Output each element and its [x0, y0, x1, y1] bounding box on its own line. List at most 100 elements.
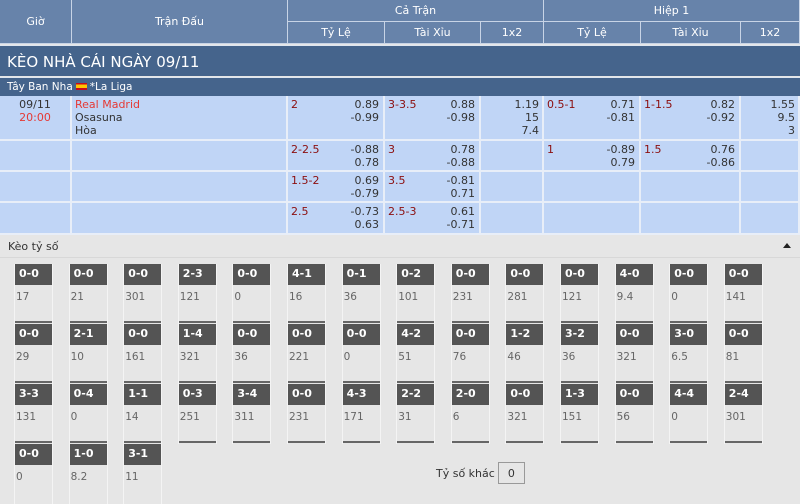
h1-1x2-cell: 1.55 9.5 3 — [741, 96, 800, 139]
score-tile[interactable]: 0-0 321 — [505, 384, 545, 444]
h1-handicap-odd[interactable]: -0.89 — [606, 143, 635, 156]
score-tile[interactable]: 2-3 121 — [177, 264, 217, 324]
score-tile[interactable]: 1-1 14 — [123, 384, 163, 444]
score-tile[interactable]: 0-0 21 — [68, 264, 108, 324]
h1-1x2-home[interactable]: 1.55 — [770, 98, 796, 111]
score-tile[interactable]: 1-3 151 — [560, 384, 599, 444]
score-tile[interactable]: 0-0 301 — [123, 264, 163, 324]
ft-handicap-line[interactable]: 1.5-2 — [291, 174, 320, 187]
score-tile[interactable]: 3-1 11 — [123, 444, 163, 504]
score-tile[interactable]: 0-0 17 — [14, 264, 53, 324]
h1-over-under-line[interactable]: 1-1.5 — [644, 98, 673, 111]
score-tile[interactable]: 0-0 221 — [287, 324, 326, 384]
score-tile[interactable]: 4-3 171 — [341, 384, 381, 444]
ft-handicap-line[interactable]: 2.5 — [291, 205, 309, 218]
tile-divider — [724, 381, 762, 383]
ft-handicap-odd[interactable]: -0.79 — [350, 187, 379, 200]
score-tile[interactable]: 1-2 46 — [505, 324, 545, 384]
score-tile[interactable]: 0-0 76 — [450, 324, 490, 384]
score-tile[interactable]: 0-0 121 — [560, 264, 599, 324]
score-tile[interactable]: 4-0 9.4 — [614, 264, 654, 324]
score-tile[interactable]: 3-2 36 — [560, 324, 599, 384]
score-tile[interactable]: 0-0 0 — [14, 444, 53, 504]
score-tile[interactable]: 0-2 101 — [396, 264, 436, 324]
tile-divider — [124, 381, 162, 383]
score-tile[interactable]: 1-0 8.2 — [68, 444, 108, 504]
ft-over-under-odd[interactable]: 0.88 — [450, 98, 476, 111]
score-tile[interactable]: 0-0 321 — [614, 324, 654, 384]
score-tile[interactable]: 0-3 251 — [177, 384, 217, 444]
score-tile[interactable]: 4-1 16 — [287, 264, 326, 324]
h1-handicap-odd[interactable]: -0.81 — [606, 111, 635, 124]
score-tile[interactable]: 0-0 281 — [505, 264, 545, 324]
ft-handicap-odd[interactable]: -0.99 — [350, 111, 379, 124]
score-tile[interactable]: 0-0 161 — [123, 324, 163, 384]
h1-over-under-odd[interactable]: -0.92 — [706, 111, 735, 124]
h1-1x2-away[interactable]: 9.5 — [777, 111, 796, 124]
ft-over-under-odd[interactable]: 0.61 — [450, 205, 476, 218]
correct-score-header[interactable]: Kèo tỷ số — [0, 235, 800, 258]
score-tile[interactable]: 0-0 0 — [232, 264, 272, 324]
ft-1x2-away[interactable]: 15 — [525, 111, 539, 124]
h1-1x2-draw[interactable]: 3 — [788, 124, 795, 137]
score-tile[interactable]: 0-1 36 — [341, 264, 381, 324]
ft-1x2-draw[interactable]: 7.4 — [521, 124, 540, 137]
score-tile[interactable]: 1-4 321 — [177, 324, 217, 384]
score-tile[interactable]: 2-1 10 — [68, 324, 108, 384]
ft-handicap-odd[interactable]: -0.88 — [350, 143, 379, 156]
h1-handicap-line[interactable]: 1 — [547, 143, 554, 156]
ft-over-under-line[interactable]: 3.5 — [388, 174, 406, 187]
score-tile[interactable]: 3-4 311 — [232, 384, 272, 444]
score-tile[interactable]: 0-0 231 — [450, 264, 490, 324]
ft-1x2-home[interactable]: 1.19 — [514, 98, 540, 111]
score-tile[interactable]: 0-0 141 — [723, 264, 763, 324]
ft-over-under-line[interactable]: 3-3.5 — [388, 98, 417, 111]
ft-handicap-line[interactable]: 2-2.5 — [291, 143, 320, 156]
score-label: 0-0 — [561, 264, 598, 285]
ft-handicap-line[interactable]: 2 — [291, 98, 298, 111]
ft-handicap-odd[interactable]: 0.69 — [354, 174, 380, 187]
score-odd: 231 — [289, 411, 310, 423]
score-tile[interactable]: 3-0 6.5 — [669, 324, 709, 384]
header-h1-ty-le: Tỷ Lệ — [544, 22, 641, 44]
score-tile[interactable]: 4-4 0 — [669, 384, 709, 444]
ft-handicap-odd[interactable]: 0.89 — [354, 98, 380, 111]
score-tile[interactable]: 0-0 0 — [669, 264, 709, 324]
score-tile[interactable]: 3-3 131 — [14, 384, 53, 444]
score-tile[interactable]: 2-0 6 — [450, 384, 490, 444]
score-tile[interactable]: 4-2 51 — [396, 324, 436, 384]
ft-handicap-odd[interactable]: -0.73 — [350, 205, 379, 218]
ft-over-under-line[interactable]: 3 — [388, 143, 395, 156]
h1-over-under-odd[interactable]: 0.82 — [710, 98, 736, 111]
score-odd: 121 — [179, 291, 200, 303]
score-tile[interactable]: 2-2 31 — [396, 384, 436, 444]
ft-over-under-odd[interactable]: 0.71 — [450, 187, 476, 200]
ft-handicap-odd[interactable]: 0.63 — [354, 218, 380, 231]
h1-handicap-odd[interactable]: 0.79 — [610, 156, 636, 169]
ft-over-under-line[interactable]: 2.5-3 — [388, 205, 417, 218]
h1-handicap-line[interactable]: 0.5-1 — [547, 98, 576, 111]
score-label: 0-0 — [451, 264, 489, 285]
score-label: 0-0 — [233, 264, 271, 285]
ft-over-under-odd[interactable]: -0.98 — [446, 111, 475, 124]
h1-over-under-odd[interactable]: -0.86 — [706, 156, 735, 169]
ft-over-under-odd[interactable]: -0.71 — [446, 218, 475, 231]
ft-over-under-odd[interactable]: 0.78 — [450, 143, 476, 156]
h1-over-under-odd[interactable]: 0.76 — [710, 143, 736, 156]
score-tile[interactable]: 0-0 0 — [341, 324, 381, 384]
score-tile[interactable]: 0-4 0 — [68, 384, 108, 444]
ft-handicap-odd[interactable]: 0.78 — [354, 156, 380, 169]
h1-handicap-odd[interactable]: 0.71 — [610, 98, 636, 111]
league-row[interactable]: Tây Ban Nha *La Liga — [0, 77, 800, 96]
score-tile[interactable]: 0-0 56 — [614, 384, 654, 444]
score-tile[interactable]: 0-0 81 — [723, 324, 763, 384]
collapse-caret-icon[interactable] — [783, 243, 791, 248]
score-tile[interactable]: 2-4 301 — [723, 384, 763, 444]
score-tile[interactable]: 0-0 29 — [14, 324, 53, 384]
score-tile[interactable]: 0-0 231 — [287, 384, 326, 444]
ft-over-under-odd[interactable]: -0.81 — [446, 174, 475, 187]
score-tile[interactable]: 0-0 36 — [232, 324, 272, 384]
score-label: 4-1 — [288, 264, 325, 285]
h1-over-under-line[interactable]: 1.5 — [644, 143, 662, 156]
ft-over-under-odd[interactable]: -0.88 — [446, 156, 475, 169]
